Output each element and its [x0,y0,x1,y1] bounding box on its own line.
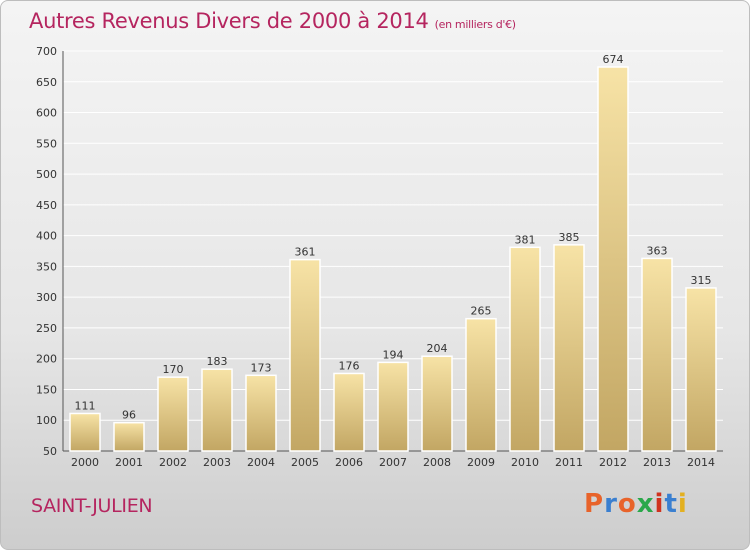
chart-subtitle: (en milliers d'€) [434,18,516,31]
y-tick-label: 100 [36,414,57,427]
y-tick-label: 550 [36,137,57,150]
x-tick-label-2010: 2010 [511,456,539,469]
y-tick-label: 650 [36,76,57,89]
y-tick-label: 400 [36,230,57,243]
value-label-2002: 170 [163,363,184,376]
y-tick-label: 450 [36,199,57,212]
bar-2007[interactable] [377,361,409,452]
x-tick-label-2001: 2001 [115,456,143,469]
bar-2014[interactable] [685,287,717,452]
y-tick-label: 300 [36,291,57,304]
bar-2012[interactable] [597,66,629,452]
logo-letter: r [604,489,618,519]
x-tick-label-2000: 2000 [71,456,99,469]
value-label-2004: 173 [251,361,272,374]
bar-2013[interactable] [641,257,673,452]
chart-title-text: Autres Revenus Divers de 2000 à 2014 [29,9,429,33]
bar-2002[interactable] [157,376,189,452]
value-label-2005: 361 [295,246,316,259]
x-tick-label-2014: 2014 [687,456,715,469]
x-tick-label-2005: 2005 [291,456,319,469]
proxiti-logo[interactable]: Proxiti [584,489,688,519]
y-tick-label: 200 [36,353,57,366]
bar-2000[interactable] [69,412,101,452]
y-tick-label: 500 [36,168,57,181]
logo-letter: i [677,489,688,519]
bar-2005[interactable] [289,258,321,452]
value-label-2008: 204 [427,342,448,355]
logo-letter: o [617,489,637,519]
x-tick-label-2009: 2009 [467,456,495,469]
y-tick-label: 50 [43,445,57,458]
x-tick-label-2002: 2002 [159,456,187,469]
axis-layer: 50 100 150 200 250 300 350 400 450 500 550 600 650 70… [36,45,723,469]
value-label-2001: 96 [122,409,136,422]
logo-letter: i [654,489,665,519]
commune-name: SAINT-JULIEN [31,495,153,517]
bar-2006[interactable] [333,372,365,452]
value-label-2003: 183 [207,355,228,368]
bar-2004[interactable] [245,374,277,452]
y-tick-label: 250 [36,322,57,335]
bar-layer: 111 96 170 183 173 361 176 194 204 265 381 385 674 36… [69,53,717,452]
value-label-2014: 315 [691,274,712,287]
value-label-2013: 363 [647,244,668,257]
y-tick-label: 350 [36,260,57,273]
x-tick-label-2003: 2003 [203,456,231,469]
bar-2003[interactable] [201,368,233,452]
value-label-2010: 381 [515,233,536,246]
logo-letter: x [636,489,655,519]
bar-2011[interactable] [553,244,585,452]
x-tick-label-2012: 2012 [599,456,627,469]
x-tick-label-2011: 2011 [555,456,583,469]
bar-2008[interactable] [421,355,453,452]
value-label-2007: 194 [383,348,404,361]
bar-2001[interactable] [113,421,145,452]
value-label-2006: 176 [339,359,360,372]
value-label-2009: 265 [471,305,492,318]
value-label-2000: 111 [75,399,96,412]
y-tick-label: 600 [36,107,57,120]
x-tick-label-2007: 2007 [379,456,407,469]
logo-letter: P [584,489,605,519]
value-label-2011: 385 [559,231,580,244]
x-tick-label-2013: 2013 [643,456,671,469]
x-tick-label-2006: 2006 [335,456,363,469]
logo-letter: t [664,489,678,519]
x-tick-label-2008: 2008 [423,456,451,469]
value-label-2012: 674 [603,53,624,66]
x-tick-label-2004: 2004 [247,456,275,469]
chart-title: Autres Revenus Divers de 2000 à 2014 (en … [29,9,516,33]
y-tick-label: 150 [36,383,57,396]
bar-2009[interactable] [465,317,497,452]
bar-2010[interactable] [509,246,541,452]
y-tick-label: 700 [36,45,57,58]
